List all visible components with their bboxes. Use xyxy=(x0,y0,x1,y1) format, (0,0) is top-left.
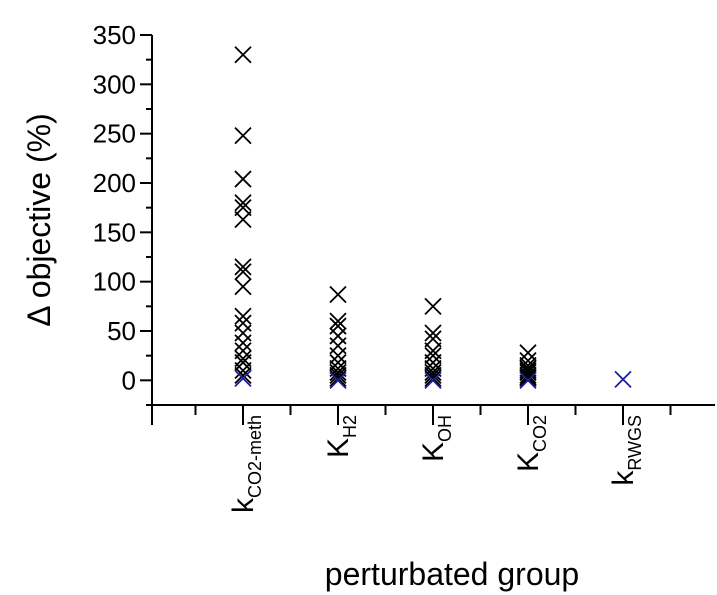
marker xyxy=(234,361,252,380)
marker xyxy=(519,344,537,362)
x-tick-label-sub: RWGS xyxy=(625,415,645,471)
marker xyxy=(329,366,347,385)
marker xyxy=(329,327,347,345)
y-tick-label: 300 xyxy=(93,69,136,99)
marker xyxy=(329,337,347,355)
x-tick-label: KH2 xyxy=(322,415,360,458)
x-tick-label-main: k xyxy=(227,497,260,513)
marker xyxy=(424,324,442,342)
x-tick-label-sub: H2 xyxy=(340,415,360,438)
y-tick-label: 150 xyxy=(93,217,136,247)
x-tick-label-main: K xyxy=(512,452,545,472)
marker xyxy=(424,366,442,385)
marker xyxy=(424,297,442,315)
marker xyxy=(234,353,252,372)
marker xyxy=(519,363,537,382)
y-tick-label: 0 xyxy=(122,365,136,395)
marker xyxy=(234,127,252,145)
x-tick-label-sub: CO2 xyxy=(530,415,550,452)
marker xyxy=(234,366,252,385)
x-tick-label-sub: OH xyxy=(435,415,455,442)
marker xyxy=(234,369,252,387)
marker xyxy=(424,369,442,387)
marker xyxy=(234,277,252,296)
marker xyxy=(329,347,347,365)
marker xyxy=(329,371,347,389)
x-tick-label: KOH xyxy=(417,415,455,462)
marker xyxy=(424,363,442,382)
marker xyxy=(329,369,347,387)
y-tick-label: 50 xyxy=(107,316,136,346)
x-tick-label: kCO2-meth xyxy=(227,415,265,513)
marker xyxy=(614,370,632,388)
x-tick-label-main: K xyxy=(322,438,355,458)
marker xyxy=(519,371,537,389)
marker xyxy=(329,285,347,304)
y-tick-label: 350 xyxy=(93,20,136,50)
marker xyxy=(234,263,252,281)
x-tick-label-main: k xyxy=(607,470,640,486)
marker xyxy=(424,371,442,389)
x-tick-label-main: K xyxy=(417,442,450,462)
marker xyxy=(329,312,347,330)
marker xyxy=(234,334,252,352)
y-tick-label: 100 xyxy=(93,267,136,297)
y-axis-label: Δ objective (%) xyxy=(21,113,57,326)
marker xyxy=(234,314,252,332)
marker xyxy=(424,347,442,365)
x-axis-label: perturbated group xyxy=(325,556,579,592)
marker xyxy=(234,170,252,188)
x-tick-label-sub: CO2-meth xyxy=(245,415,265,498)
marker xyxy=(329,363,347,382)
marker xyxy=(234,46,252,64)
x-tick-label: kRWGS xyxy=(607,415,645,486)
marker xyxy=(234,324,252,342)
x-tick-label: KCO2 xyxy=(512,415,550,472)
marker xyxy=(234,258,252,276)
marker xyxy=(519,369,537,387)
marker xyxy=(234,307,252,325)
marker xyxy=(234,194,252,212)
marker xyxy=(519,366,537,385)
marker xyxy=(234,210,252,229)
y-tick-label: 250 xyxy=(93,119,136,149)
y-tick-label: 200 xyxy=(93,168,136,198)
